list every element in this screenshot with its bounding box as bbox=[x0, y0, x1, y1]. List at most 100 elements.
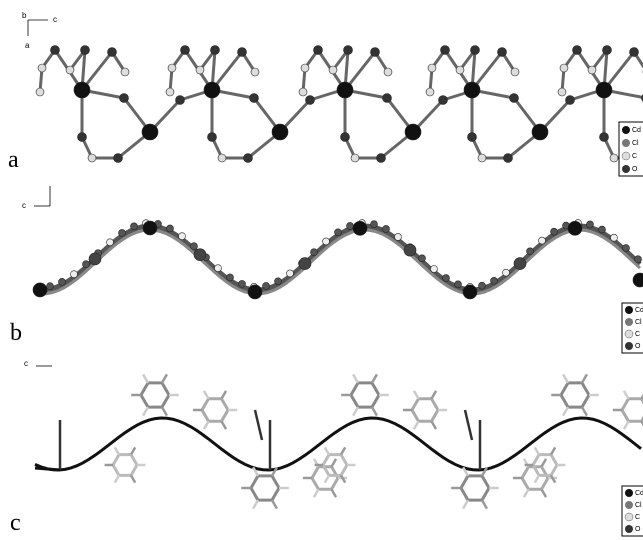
atom bbox=[566, 96, 575, 105]
atom bbox=[441, 46, 450, 55]
legend-label: Cd bbox=[635, 307, 643, 314]
atom bbox=[596, 82, 612, 98]
legend-label: Cl bbox=[635, 319, 642, 326]
chain bbox=[40, 230, 640, 294]
atom bbox=[314, 46, 323, 55]
atom bbox=[558, 88, 566, 96]
bond bbox=[542, 489, 547, 497]
atom bbox=[142, 124, 158, 140]
atom bbox=[511, 68, 519, 76]
atom bbox=[341, 133, 350, 142]
atom bbox=[498, 48, 507, 57]
axis-label: c bbox=[53, 15, 57, 24]
bond bbox=[535, 475, 539, 482]
atom bbox=[107, 239, 114, 246]
atom bbox=[514, 258, 526, 270]
atom bbox=[66, 66, 74, 74]
atom bbox=[491, 277, 498, 284]
atom bbox=[114, 154, 123, 163]
atom bbox=[51, 46, 60, 55]
ring bbox=[412, 399, 438, 422]
atom bbox=[588, 66, 596, 74]
bond bbox=[162, 407, 167, 415]
axis-label: a bbox=[25, 41, 30, 50]
bond bbox=[563, 374, 568, 382]
ring bbox=[202, 399, 228, 422]
bond bbox=[272, 500, 277, 508]
atom bbox=[471, 46, 480, 55]
atom bbox=[88, 154, 96, 162]
legend-swatch bbox=[625, 342, 633, 350]
legend-swatch bbox=[625, 306, 633, 314]
bond bbox=[314, 489, 319, 497]
atom bbox=[635, 256, 642, 263]
bond bbox=[253, 500, 258, 508]
atom bbox=[239, 280, 246, 287]
bond bbox=[115, 475, 119, 482]
atom bbox=[468, 133, 477, 142]
legend-label: Cd bbox=[632, 127, 641, 134]
atom bbox=[196, 66, 204, 74]
atom bbox=[227, 274, 234, 281]
atom bbox=[587, 221, 594, 228]
atom bbox=[371, 221, 378, 228]
bond bbox=[115, 447, 119, 454]
atom bbox=[329, 66, 337, 74]
atom bbox=[299, 88, 307, 96]
atom bbox=[248, 285, 262, 299]
atom bbox=[395, 233, 402, 240]
atom bbox=[599, 226, 606, 233]
bond bbox=[353, 407, 358, 415]
legend-label: C bbox=[635, 514, 640, 521]
axis-indicator-a bbox=[28, 20, 48, 36]
atom bbox=[47, 283, 54, 290]
ring bbox=[251, 476, 279, 500]
atom bbox=[38, 64, 46, 72]
bond bbox=[465, 410, 472, 440]
legend-label: Cl bbox=[635, 502, 642, 509]
panel-label: b bbox=[10, 320, 22, 346]
legend-swatch bbox=[625, 330, 633, 338]
bond bbox=[563, 407, 568, 415]
atom bbox=[610, 154, 618, 162]
bond bbox=[341, 447, 345, 454]
bond bbox=[255, 410, 262, 440]
legend-label: Cd bbox=[635, 490, 643, 497]
page: b c a c c a b c Cd Cl C O Cd Cl C O Cd bbox=[0, 0, 643, 540]
atom bbox=[251, 68, 259, 76]
atom bbox=[275, 278, 282, 285]
atom bbox=[510, 94, 519, 103]
atom bbox=[600, 133, 609, 142]
atom bbox=[33, 283, 47, 297]
atom bbox=[426, 88, 434, 96]
axis-indicator-b bbox=[34, 186, 50, 206]
ring bbox=[113, 455, 137, 476]
atom bbox=[383, 94, 392, 103]
atom bbox=[371, 48, 380, 57]
atom bbox=[347, 222, 354, 229]
bond bbox=[143, 407, 148, 415]
atom bbox=[272, 124, 288, 140]
atom bbox=[504, 154, 513, 163]
atom bbox=[71, 271, 78, 278]
bond bbox=[332, 489, 337, 497]
legend-label: O bbox=[635, 343, 641, 350]
atom bbox=[250, 94, 259, 103]
bond bbox=[432, 421, 437, 429]
atom bbox=[337, 82, 353, 98]
atom bbox=[74, 82, 90, 98]
ring bbox=[351, 383, 379, 407]
axis-label: b bbox=[22, 11, 27, 20]
atom bbox=[108, 48, 117, 57]
atom bbox=[551, 228, 558, 235]
atom bbox=[568, 221, 582, 235]
atom bbox=[78, 133, 87, 142]
bond bbox=[414, 391, 419, 399]
ring bbox=[561, 383, 589, 407]
bond bbox=[524, 489, 529, 497]
legend-swatch bbox=[622, 165, 630, 173]
bond bbox=[143, 374, 148, 382]
atom bbox=[443, 275, 450, 282]
atom bbox=[301, 64, 309, 72]
atom bbox=[299, 258, 311, 270]
